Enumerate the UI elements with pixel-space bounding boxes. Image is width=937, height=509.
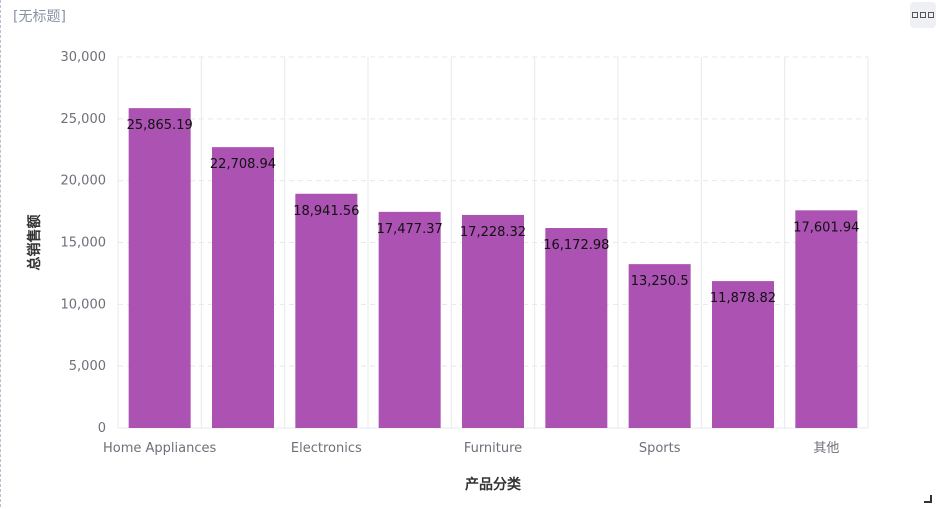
bar-value-label: 18,941.56	[293, 204, 359, 219]
bar	[212, 147, 274, 428]
bar-value-label: 17,601.94	[793, 220, 859, 235]
resize-handle-icon[interactable]	[924, 495, 932, 503]
bar	[795, 210, 858, 428]
bar	[462, 214, 524, 428]
bar-value-label: 17,477.37	[377, 222, 443, 237]
y-tick-label: 5,000	[69, 359, 106, 374]
bar	[712, 281, 774, 428]
x-tick-label: Sports	[639, 441, 681, 456]
y-tick-label: 15,000	[61, 236, 107, 251]
x-tick-label: Electronics	[291, 441, 362, 456]
bar	[128, 108, 191, 428]
x-tick-label: Furniture	[464, 441, 522, 456]
bar	[545, 227, 608, 428]
bar-value-label: 16,172.98	[543, 238, 609, 253]
x-axis-title: 产品分类	[465, 476, 522, 493]
y-tick-label: 20,000	[61, 174, 107, 189]
bar-value-label: 17,228.32	[460, 225, 526, 240]
bar	[295, 193, 358, 428]
bar-value-label: 11,878.82	[710, 291, 776, 306]
y-tick-label: 25,000	[61, 112, 107, 127]
x-tick-label: 其他	[813, 441, 839, 456]
panel-menu-button[interactable]	[910, 2, 936, 28]
bar	[628, 264, 691, 428]
bar	[378, 211, 441, 428]
bar-value-label: 22,708.94	[210, 157, 276, 172]
menu-dot-icon	[912, 12, 918, 18]
bar-value-label: 25,865.19	[127, 118, 193, 133]
y-axis-title: 总销售额	[26, 215, 43, 271]
bar-value-label: 13,250.5	[631, 274, 689, 289]
panel-title: [无标题]	[13, 9, 66, 25]
menu-dot-icon	[928, 12, 934, 18]
y-tick-label: 0	[98, 421, 106, 436]
y-tick-label: 10,000	[61, 297, 107, 312]
y-tick-label: 30,000	[61, 50, 107, 65]
menu-dot-icon	[920, 12, 926, 18]
x-tick-label: Home Appliances	[103, 441, 216, 456]
